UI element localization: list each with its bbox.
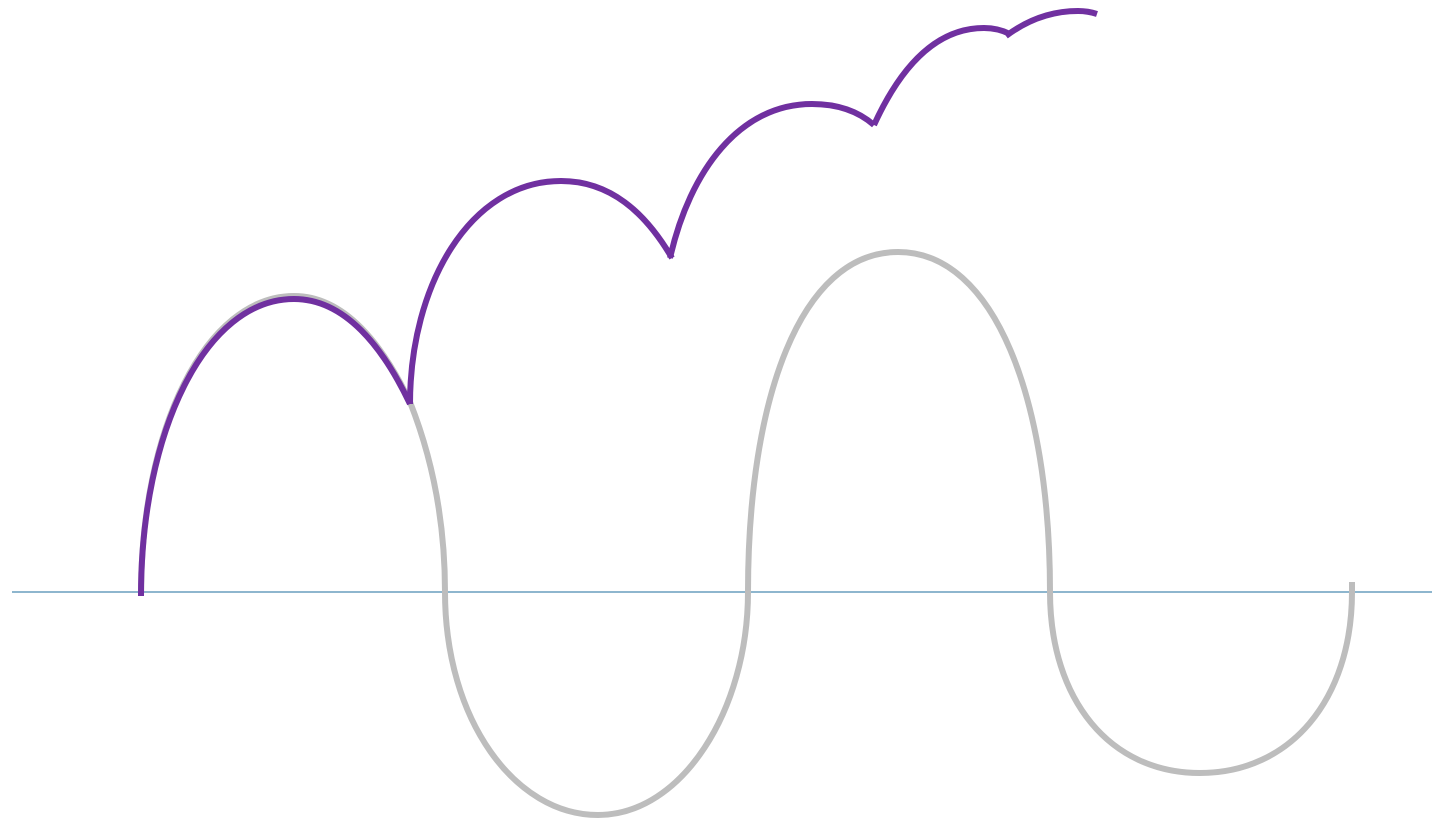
- rectified-arcs: [138, 7, 1098, 597]
- arc-segment-2: [407, 177, 675, 405]
- original-wave: [138, 249, 1355, 818]
- arc-segment-3: [667, 100, 876, 259]
- arc-segment-5: [1004, 7, 1098, 39]
- arc-segment-4: [871, 24, 1012, 127]
- arc-segment-1: [138, 295, 413, 597]
